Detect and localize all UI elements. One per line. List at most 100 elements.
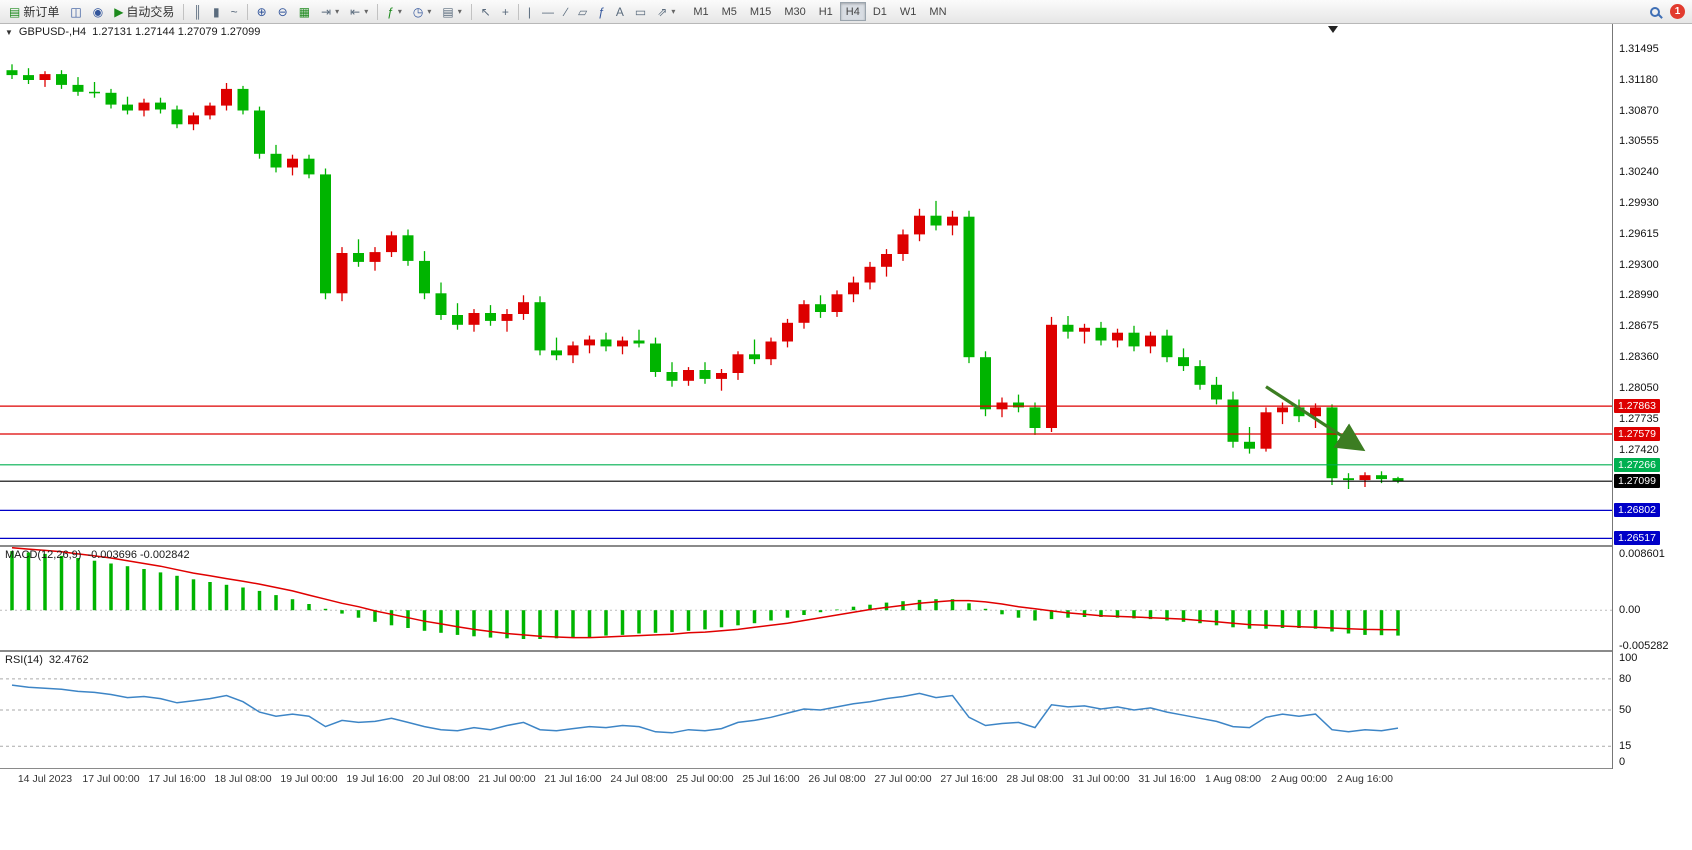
cursor-tool-button[interactable]: ↖ [476,2,496,22]
candle [221,88,232,106]
zoom-in-icon: ⊕ [256,4,267,19]
time-axis-label: 19 Jul 16:00 [346,773,404,785]
price-axis-label: 1.28360 [1619,351,1659,364]
chevron-down-icon: ▾ [335,7,340,16]
pane-divider[interactable] [0,650,1692,652]
candle [699,370,711,379]
price-chart-canvas[interactable] [0,24,1612,545]
time-axis-label: 24 Jul 08:00 [610,773,668,785]
candle [732,354,744,373]
rsi-chart-canvas[interactable] [0,652,1612,768]
timeframe-button-h4[interactable]: H4 [839,2,866,21]
timeframe-button-m5[interactable]: M5 [716,2,743,21]
time-axis-label: 2 Aug 16:00 [1336,773,1394,785]
horizontal-line-tool-button[interactable]: ― [537,2,559,22]
alerts-button[interactable]: ◉ [88,2,108,22]
candle [353,253,364,262]
auto-trading-button[interactable]: ▶ 自动交易 [109,2,179,22]
candle [237,88,249,111]
candle [1062,324,1074,332]
time-axis-label: 2 Aug 00:00 [1270,773,1328,785]
periods-button[interactable]: ◷ ▾ [408,2,437,22]
candle [468,313,480,325]
price-axis-label: 1.30240 [1619,166,1659,179]
collapse-icon[interactable]: ▼ [5,27,13,37]
rsi-axis-label: 0 [1619,755,1626,768]
candle [320,174,331,294]
chart-shift-marker [1328,26,1338,33]
candle [1095,327,1107,341]
candle [105,92,117,105]
crosshair-tool-button[interactable]: + [497,2,514,22]
price-axis-label: 1.28050 [1619,381,1659,394]
candle [204,105,216,116]
candle [600,339,612,347]
candle [122,104,133,111]
timeframe-button-h1[interactable]: H1 [813,2,839,21]
text-tool-button[interactable]: A [611,2,629,22]
pane-divider[interactable] [0,545,1692,547]
tile-windows-icon: ▦ [298,4,311,19]
candle [1260,412,1272,449]
candle [1112,332,1123,341]
candlestick-chart-button[interactable]: ▮ [208,2,225,22]
candle [303,158,315,175]
line-chart-button[interactable]: ~ [226,2,243,22]
tile-windows-button[interactable]: ▦ [294,2,315,22]
rsi-axis-label: 80 [1619,672,1632,685]
price-axis[interactable]: 1.31495 1.31180 1.30870 1.30555 1.30240 1.299… [1612,24,1692,769]
price-axis-label: 1.27420 [1619,443,1659,456]
rsi-value: 32.4762 [48,654,89,666]
timeframe-button-d1[interactable]: D1 [867,2,893,21]
auto-scroll-button[interactable]: ⇥ ▾ [316,2,344,22]
candle [848,282,859,295]
price-axis-label: 1.28990 [1619,289,1659,302]
candle [369,252,381,262]
macd-chart-canvas[interactable] [0,547,1612,650]
profiles-button[interactable]: ◫ [65,2,86,22]
rsi-axis-label: 15 [1619,740,1632,753]
indicators-button[interactable]: ƒ ▾ [382,2,407,22]
candle [336,253,348,294]
price-chart-pane: ▼ GBPUSD-,H4 1.27131 1.27144 1.27079 1.2… [0,24,1692,545]
price-axis-label: 1.28675 [1619,320,1659,333]
auto-trading-label: 自动交易 [126,5,175,19]
notification-badge[interactable]: 1 [1670,4,1685,19]
bar-chart-button[interactable]: ║ [188,2,207,22]
toolbar-separator [377,3,379,20]
timeframe-button-mn[interactable]: MN [923,2,952,21]
price-line-badge: 1.27099 [1614,474,1660,489]
templates-button[interactable]: ▤ ▾ [437,2,466,22]
candle [23,75,34,80]
timeframe-button-m1[interactable]: M1 [687,2,714,21]
fibonacci-tool-button[interactable]: ƒ [593,2,610,22]
timeframe-button-w1[interactable]: W1 [894,2,923,21]
timeframe-button-m30[interactable]: M30 [778,2,811,21]
price-axis-label: 1.29930 [1619,196,1659,209]
vertical-line-tool-button[interactable]: | [523,2,536,22]
price-line-badge: 1.27579 [1614,427,1660,442]
search-icon[interactable] [1650,6,1660,17]
arrows-tool-button[interactable]: ⇗ ▾ [652,2,680,22]
time-axis[interactable]: 14 Jul 2023 17 Jul 00:00 17 Jul 16:00 18 Ju… [0,770,1612,790]
chart-shift-button[interactable]: ⇤ ▾ [345,2,373,22]
macd-signal-line [11,547,1399,639]
time-axis-label: 31 Jul 00:00 [1072,773,1130,785]
macd-axis-label: 0.00 [1619,604,1641,617]
time-axis-label: 27 Jul 16:00 [940,773,998,785]
zoom-out-button[interactable]: ⊖ [273,2,293,22]
label-tool-button[interactable]: ▭ [630,2,651,22]
chart-ohlc-legend: ▼ GBPUSD-,H4 1.27131 1.27144 1.27079 1.2… [5,26,260,38]
arrows-icon: ⇗ [657,4,668,19]
channel-icon: ▱ [577,4,588,19]
timeframe-button-m15[interactable]: M15 [744,2,777,21]
candle [749,354,760,360]
candle [1178,357,1189,367]
channel-tool-button[interactable]: ▱ [573,2,592,22]
zoom-in-button[interactable]: ⊕ [252,2,272,22]
time-axis-label: 1 Aug 08:00 [1204,773,1262,785]
candle [1376,475,1387,480]
trendline-tool-button[interactable]: ∕ [560,2,572,22]
candle [1079,327,1090,332]
new-order-button[interactable]: ▤ 新订单 [4,2,64,22]
